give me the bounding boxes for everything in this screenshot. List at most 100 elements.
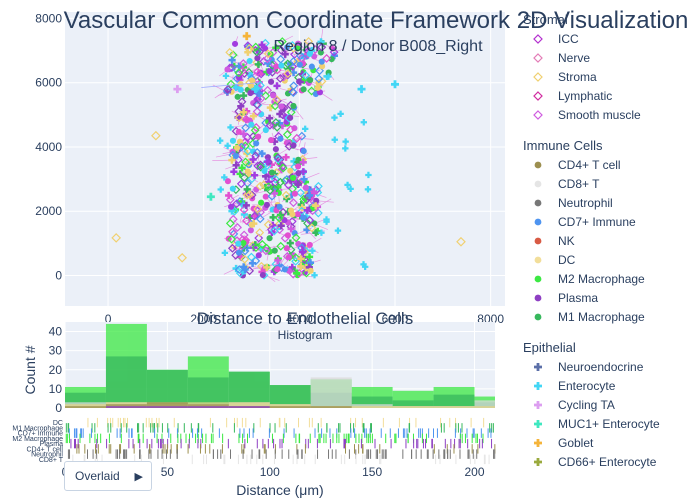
cell-marker xyxy=(303,206,311,214)
cell-marker xyxy=(268,169,276,176)
legend-item[interactable]: Stroma xyxy=(533,70,597,84)
histogram-bar[interactable] xyxy=(392,400,434,408)
histogram-bar[interactable] xyxy=(269,385,311,408)
histogram-bar[interactable] xyxy=(105,404,147,408)
legend-marker xyxy=(533,91,543,101)
rug-row-label: CD7+ Immune xyxy=(18,431,63,438)
cell-marker xyxy=(228,227,237,237)
cell-marker xyxy=(232,83,240,91)
histogram-bar[interactable] xyxy=(146,406,188,408)
legend-item[interactable]: CD8+ T xyxy=(534,177,601,191)
legend-marker xyxy=(534,420,542,428)
histogram-bar[interactable] xyxy=(351,406,393,408)
cell-marker xyxy=(271,118,281,127)
cell-marker xyxy=(300,86,307,93)
histogram-bar[interactable] xyxy=(433,394,475,408)
legend-item[interactable]: CD7+ Immune xyxy=(534,215,636,229)
histogram-bar[interactable] xyxy=(228,406,270,408)
histogram-bar[interactable] xyxy=(187,406,229,408)
cell-marker xyxy=(234,68,244,78)
enterocyte-marker xyxy=(311,272,318,279)
cell-edge xyxy=(306,229,317,240)
cell-marker xyxy=(287,41,297,50)
cell-marker xyxy=(305,215,315,225)
cell-marker xyxy=(329,47,339,57)
legend-item[interactable]: Nerve xyxy=(533,51,590,65)
legend-item[interactable]: Plasma xyxy=(534,291,599,305)
legend-item[interactable]: Cycling TA xyxy=(534,398,615,412)
cell-marker xyxy=(229,137,237,144)
legend-item[interactable]: Neuroendocrine xyxy=(534,360,644,374)
legend-item[interactable]: M2 Macrophage xyxy=(534,272,645,286)
cell-marker xyxy=(234,113,244,123)
histogram-bar[interactable] xyxy=(187,404,229,408)
histogram-bar[interactable] xyxy=(105,406,147,408)
cell-marker xyxy=(231,64,241,74)
legend-item[interactable]: Goblet xyxy=(534,436,594,450)
enterocyte-marker xyxy=(360,119,368,126)
histogram-bar[interactable] xyxy=(228,371,270,408)
cell-marker xyxy=(300,214,307,221)
histogram-bar[interactable] xyxy=(65,404,106,408)
legend-item[interactable]: NK xyxy=(534,234,575,248)
rug-row-label: DC xyxy=(53,420,63,427)
cell-marker xyxy=(278,122,287,130)
legend-item[interactable]: CD66+ Enterocyte xyxy=(534,455,657,469)
legend-item[interactable]: ICC xyxy=(533,32,579,46)
histogram-bar[interactable] xyxy=(105,356,147,408)
cell-marker xyxy=(224,178,231,185)
histogram-bar[interactable] xyxy=(351,396,393,408)
cell-marker xyxy=(297,262,305,270)
cell-marker xyxy=(240,246,250,256)
cell-marker xyxy=(268,78,275,85)
histogram-bar[interactable] xyxy=(228,402,270,408)
histogram-bar[interactable] xyxy=(269,404,311,408)
cell-marker xyxy=(314,74,324,84)
cell-marker xyxy=(287,114,294,121)
cell-marker xyxy=(255,228,265,238)
histogram-y-tick-label: 40 xyxy=(49,325,63,339)
cell-marker xyxy=(303,226,311,234)
legend-item[interactable]: MUC1+ Enterocyte xyxy=(534,417,660,431)
legend-item-label: CD8+ T xyxy=(558,177,600,191)
histogram-bar[interactable] xyxy=(146,369,188,408)
legend-item[interactable]: M1 Macrophage xyxy=(534,310,645,324)
histogram-bar[interactable] xyxy=(310,377,352,408)
legend-item[interactable]: Enterocyte xyxy=(534,379,616,393)
histogram-bar[interactable] xyxy=(146,402,188,408)
cell-marker xyxy=(257,239,267,249)
cell-marker xyxy=(287,225,295,233)
cell-marker xyxy=(242,190,252,200)
histogram-bar[interactable] xyxy=(474,406,495,408)
cell-marker xyxy=(231,40,239,47)
histogram-bar[interactable] xyxy=(65,406,106,408)
cell-marker xyxy=(305,186,313,194)
legend-item[interactable]: Lymphatic xyxy=(533,89,612,103)
legend-item[interactable]: Smooth muscle xyxy=(533,108,641,122)
cell-marker xyxy=(283,69,293,79)
histogram-x-axis-title: Distance (μm) xyxy=(236,482,323,498)
histogram-bar[interactable] xyxy=(269,406,311,408)
cell-marker xyxy=(281,190,291,200)
histogram-bar[interactable] xyxy=(392,406,434,408)
cell-marker xyxy=(240,263,248,271)
histogram-bar[interactable] xyxy=(474,400,495,408)
histogram-mode-button[interactable]: Overlaid ▶ xyxy=(64,461,152,491)
histogram-bar[interactable] xyxy=(310,406,352,408)
cell-marker xyxy=(255,89,263,97)
cell-marker xyxy=(291,253,301,263)
histogram-x-tick-label: 50 xyxy=(161,465,175,479)
legend-item[interactable]: CD4+ T cell xyxy=(534,158,621,172)
cell-marker xyxy=(299,168,307,176)
legend-marker xyxy=(534,458,542,466)
cell-marker xyxy=(258,41,266,49)
legend-item-label: Cycling TA xyxy=(558,398,615,412)
cell-marker xyxy=(306,191,314,200)
cell-marker xyxy=(230,206,239,216)
legend-item[interactable]: DC xyxy=(534,253,576,267)
legend-marker xyxy=(534,363,542,371)
histogram-bar[interactable] xyxy=(351,404,393,408)
cell-marker xyxy=(240,254,250,264)
legend-item[interactable]: Neutrophil xyxy=(534,196,613,210)
histogram-bar[interactable] xyxy=(433,406,475,408)
